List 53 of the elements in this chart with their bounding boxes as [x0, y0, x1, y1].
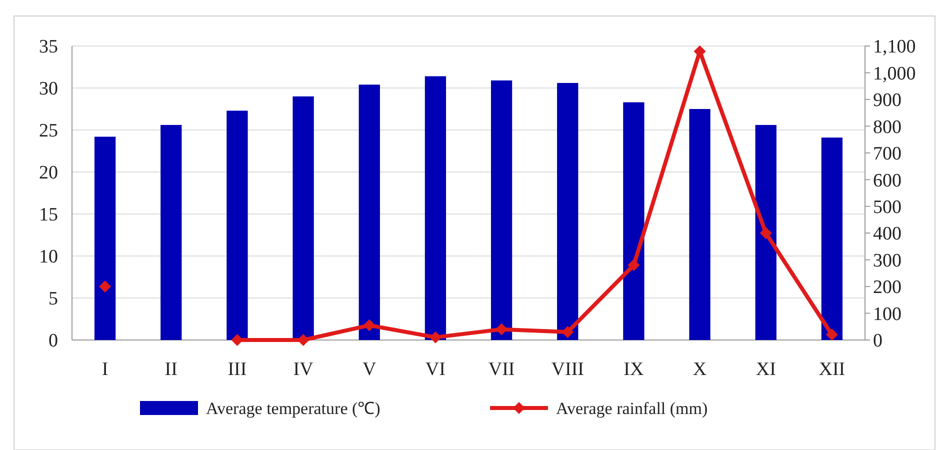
y2-tick-label: 700 — [873, 144, 902, 165]
x-tick-label: IV — [293, 359, 314, 380]
x-tick-label: XII — [818, 359, 846, 380]
legend-label: Average temperature (℃) — [206, 398, 380, 418]
legend-label: Average rainfall (mm) — [556, 398, 708, 418]
y2-tick-label: 1,000 — [873, 63, 916, 84]
bar — [821, 138, 843, 340]
y-tick-label: 10 — [39, 246, 58, 268]
bar — [689, 109, 710, 340]
x-tick-label: V — [362, 359, 377, 380]
bar — [490, 80, 512, 340]
bar — [226, 110, 248, 340]
bar — [623, 102, 644, 340]
bar — [94, 136, 116, 340]
point — [429, 331, 442, 344]
y-tick-label: 5 — [48, 288, 58, 310]
bar — [755, 124, 776, 340]
x-tick-label: X — [692, 359, 707, 380]
x-tick-label: III — [228, 359, 247, 380]
y2-tick-label: 100 — [873, 304, 902, 325]
bar — [292, 96, 314, 340]
y2-tick-label: 900 — [873, 90, 902, 112]
x-tick-label: II — [164, 359, 178, 380]
y-tick-label: 30 — [39, 78, 58, 100]
point — [760, 227, 772, 240]
y-tick-label: 15 — [39, 204, 58, 226]
bar — [557, 82, 578, 340]
x-tick-label: VI — [425, 359, 446, 380]
x-tick-label: XI — [756, 359, 776, 380]
x-tick-label: IX — [624, 359, 644, 380]
x-tick-label: VII — [488, 359, 515, 380]
point — [628, 259, 640, 272]
point — [562, 326, 574, 338]
bar — [160, 124, 182, 340]
y-tick-label: 0 — [48, 330, 58, 352]
y2-tick-label: 500 — [873, 197, 902, 218]
y-tick-label: 35 — [39, 36, 58, 58]
y2-tick-label: 300 — [873, 250, 902, 272]
y2-tick-label: 200 — [873, 277, 902, 298]
point — [826, 328, 838, 341]
y2-tick-label: 0 — [873, 330, 882, 352]
y2-tick-label: 600 — [873, 170, 902, 192]
y-tick-label: 20 — [39, 162, 58, 184]
y2-tick-label: 800 — [873, 116, 902, 138]
point — [99, 280, 112, 293]
x-tick-label: I — [102, 359, 108, 380]
point — [363, 319, 376, 332]
y2-tick-label: 400 — [873, 224, 902, 245]
bar — [358, 84, 380, 340]
x-tick-label: VIII — [551, 359, 584, 380]
y-tick-label: 25 — [39, 120, 58, 142]
bar — [424, 76, 446, 340]
y2-tick-label: 1,100 — [873, 36, 916, 58]
